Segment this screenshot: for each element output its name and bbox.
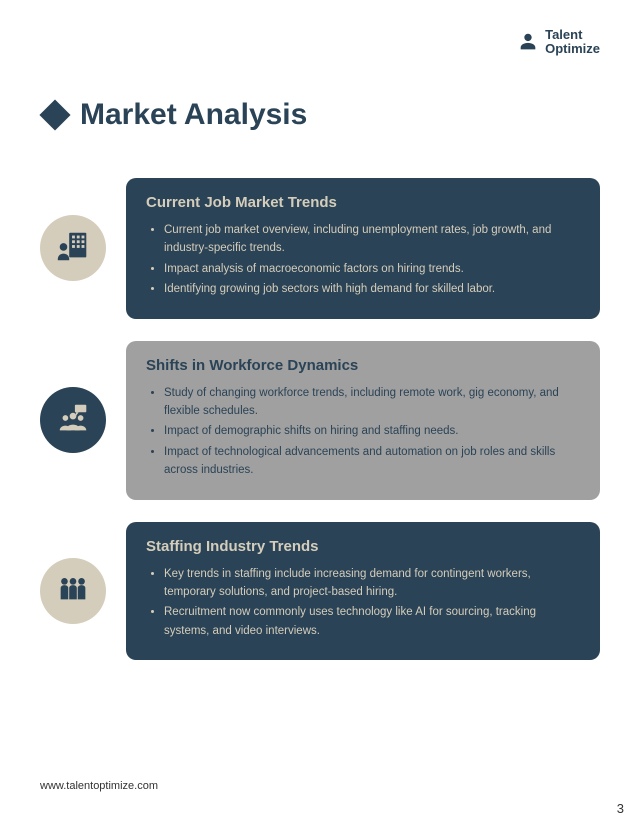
brand-name-line2: Optimize: [545, 42, 600, 56]
section-card: Staffing Industry Trends Key trends in s…: [126, 522, 600, 661]
bullet-item: Impact of demographic shifts on hiring a…: [164, 422, 580, 440]
section-icon-circle: [40, 215, 106, 281]
bullet-item: Key trends in staffing include increasin…: [164, 565, 580, 602]
bullet-item: Recruitment now commonly uses technology…: [164, 603, 580, 640]
page-title: Market Analysis: [40, 98, 600, 132]
section-card: Shifts in Workforce Dynamics Study of ch…: [126, 341, 600, 500]
footer-url: www.talentoptimize.com: [40, 780, 158, 792]
section-row: Shifts in Workforce Dynamics Study of ch…: [40, 341, 600, 500]
bullet-item: Impact of technological advancements and…: [164, 443, 580, 480]
section-icon-circle: [40, 558, 106, 624]
card-title: Staffing Industry Trends: [146, 538, 580, 555]
brand-name-line1: Talent: [545, 28, 600, 42]
section-icon-circle: [40, 387, 106, 453]
title-text: Market Analysis: [80, 98, 307, 132]
section-row: Staffing Industry Trends Key trends in s…: [40, 522, 600, 661]
bullet-item: Current job market overview, including u…: [164, 221, 580, 258]
card-title: Shifts in Workforce Dynamics: [146, 357, 580, 374]
bullet-list: Current job market overview, including u…: [146, 221, 580, 299]
bullet-item: Identifying growing job sectors with hig…: [164, 280, 580, 298]
people-group-icon: [54, 399, 92, 442]
brand-logo: Talent Optimize: [517, 28, 600, 57]
bullet-item: Impact analysis of macroeconomic factors…: [164, 260, 580, 278]
bullet-list: Study of changing workforce trends, incl…: [146, 384, 580, 480]
bullet-list: Key trends in staffing include increasin…: [146, 565, 580, 641]
brand-name: Talent Optimize: [545, 28, 600, 57]
building-person-icon: [54, 227, 92, 270]
section-card: Current Job Market Trends Current job ma…: [126, 178, 600, 319]
diamond-icon: [39, 99, 70, 130]
page-number: 3: [617, 801, 624, 816]
three-people-icon: [54, 569, 92, 612]
card-title: Current Job Market Trends: [146, 194, 580, 211]
person-silhouette-icon: [517, 31, 539, 53]
sections-container: Current Job Market Trends Current job ma…: [40, 178, 600, 660]
bullet-item: Study of changing workforce trends, incl…: [164, 384, 580, 421]
section-row: Current Job Market Trends Current job ma…: [40, 178, 600, 319]
